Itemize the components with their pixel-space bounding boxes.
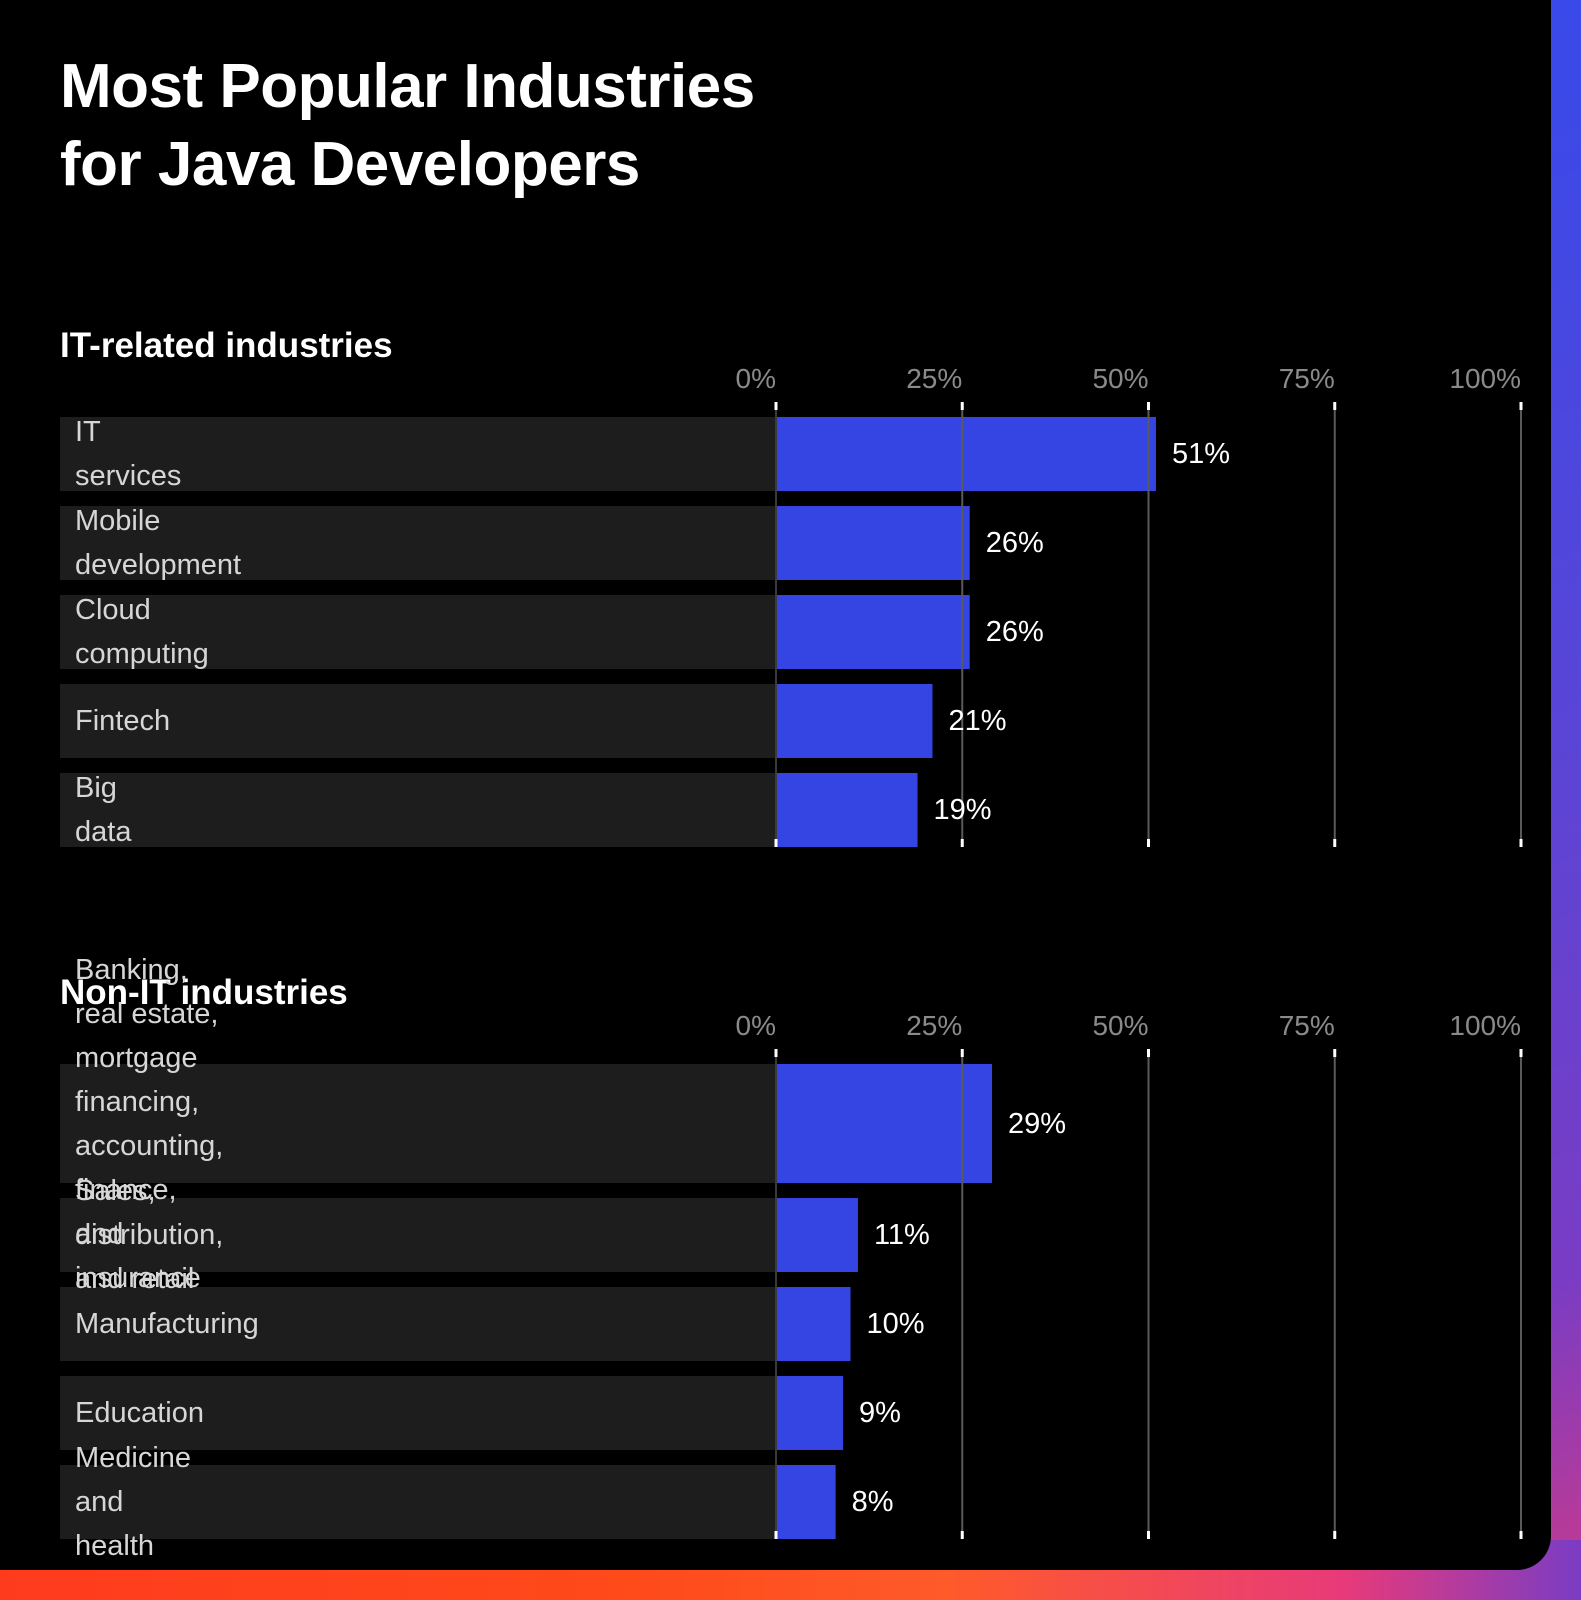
bar — [776, 1064, 993, 1183]
tick-label: 100% — [1449, 363, 1521, 394]
category-label-line: Mobile development — [75, 505, 242, 581]
category-label-line: Fintech — [75, 705, 171, 737]
row-background — [60, 595, 776, 669]
value-label: 8% — [851, 1486, 894, 1518]
row-background — [60, 1465, 776, 1539]
bar — [776, 417, 1156, 491]
row-background — [60, 773, 776, 847]
bar — [776, 1287, 851, 1361]
tick-label: 25% — [906, 363, 963, 394]
value-label: 11% — [873, 1219, 930, 1251]
bar — [776, 773, 918, 847]
value-label: 51% — [1171, 438, 1230, 470]
category-label-line: Sales, distribution, and retail — [75, 1175, 224, 1295]
category-label: Mobile development — [75, 505, 241, 581]
category-label: Education — [75, 1376, 204, 1450]
category-label-line: Education — [75, 1397, 204, 1429]
row-background — [60, 684, 776, 758]
category-label-line: Banking, real estate, mortgage financing… — [75, 953, 219, 1118]
value-label: 26% — [985, 616, 1044, 648]
section-title-non-it: Non-IT industries — [60, 973, 348, 1012]
value-label: 19% — [933, 794, 992, 826]
tick-label: 25% — [906, 1010, 963, 1041]
value-label: 29% — [1008, 1107, 1067, 1140]
tick-label: 75% — [1278, 1010, 1335, 1041]
tick-label: 50% — [1092, 363, 1149, 394]
tick-label: 0% — [735, 363, 776, 394]
category-label-line: Cloud computing — [75, 594, 209, 670]
category-label-line: accounting, finance, and insurance — [75, 1129, 224, 1294]
page-title-line-2: for Java Developers — [60, 130, 640, 199]
category-label: Medicine and health — [75, 1442, 191, 1562]
value-label: 26% — [985, 527, 1044, 559]
category-label-line: Big data — [75, 772, 132, 848]
value-label: 10% — [866, 1308, 925, 1340]
category-label: Sales, distribution, and retail — [75, 1175, 223, 1295]
bar-chart-svg — [60, 1049, 1523, 1539]
bar — [776, 1198, 858, 1272]
tick-label: 0% — [735, 1010, 776, 1041]
row-background — [60, 1064, 776, 1183]
bar — [776, 595, 970, 669]
row-background — [60, 417, 776, 491]
page-title-line-1: Most Popular Industries — [60, 52, 755, 121]
row-background — [60, 1376, 776, 1450]
bar — [776, 1465, 836, 1539]
row-background — [60, 1198, 776, 1272]
value-label: 9% — [859, 1397, 901, 1429]
page-title: Most Popular Industries for Java Develop… — [60, 48, 755, 204]
tick-label: 75% — [1278, 363, 1335, 394]
bar — [776, 1376, 844, 1450]
bar — [776, 506, 970, 580]
value-label: 21% — [948, 705, 1007, 737]
category-label: Cloud computing — [75, 594, 209, 670]
section-title-it: IT-related industries — [60, 326, 393, 365]
category-label: Banking, real estate, mortgage financing… — [75, 954, 223, 1294]
category-label: Manufacturing — [75, 1287, 259, 1361]
row-background — [60, 1287, 776, 1361]
row-background — [60, 506, 776, 580]
category-label: Fintech — [75, 684, 170, 758]
tick-label: 50% — [1092, 1010, 1149, 1041]
category-label-line: IT services — [75, 416, 182, 492]
bar — [776, 684, 933, 758]
tick-label: 100% — [1449, 1010, 1521, 1041]
category-label: Big data — [75, 772, 131, 848]
category-label-line: Manufacturing — [75, 1308, 259, 1340]
infographic-panel: Most Popular Industries for Java Develop… — [60, 48, 1523, 1562]
category-label: IT services — [75, 416, 181, 492]
bar-chart-svg — [60, 402, 1523, 847]
category-label-line: Medicine and health — [75, 1442, 192, 1562]
